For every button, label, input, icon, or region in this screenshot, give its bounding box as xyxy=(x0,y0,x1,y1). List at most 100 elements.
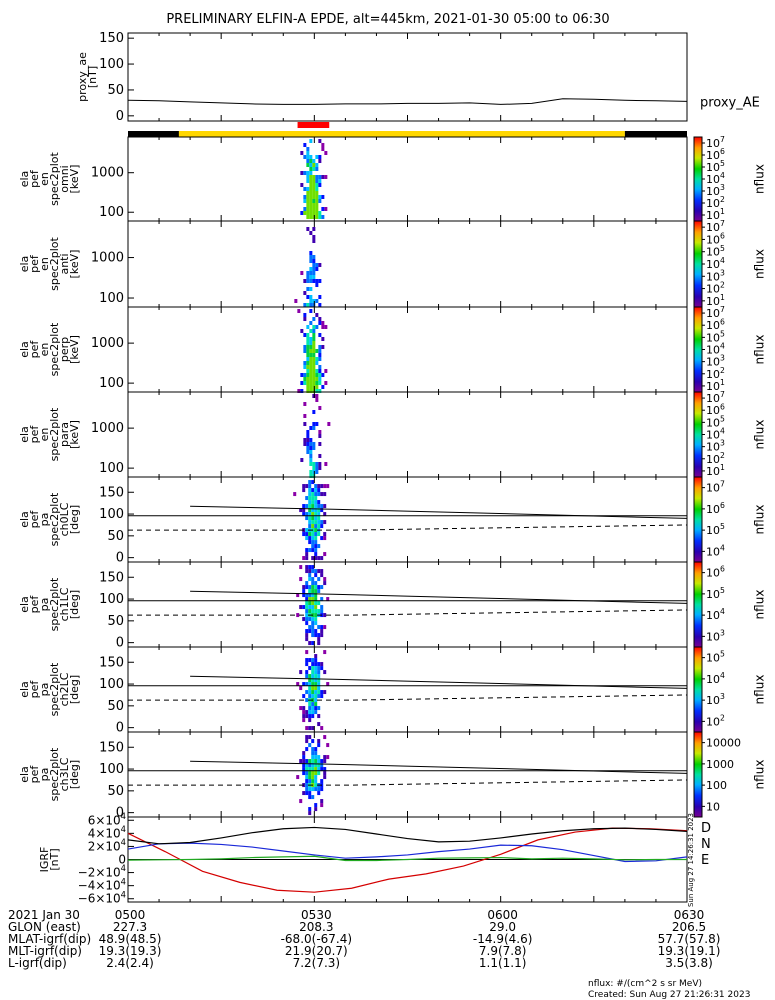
pa-cell xyxy=(311,496,315,501)
footer-created: Created: Sun Aug 27 21:26:31 2023 xyxy=(588,990,750,1000)
spectrogram-cell xyxy=(315,373,319,377)
spec-anti-panel: 1001000elapefenspec2plotanti[keV]1071061… xyxy=(18,219,767,308)
pa-cell xyxy=(308,791,312,796)
spectrogram-cell xyxy=(306,159,310,163)
colorbar-label: nflux xyxy=(753,164,767,194)
pa-cell xyxy=(314,609,318,614)
x-column-value: 2.4(2.4) xyxy=(106,956,154,970)
pa-cell xyxy=(311,686,315,691)
pa-cell xyxy=(314,536,318,541)
x-column-value: 21.9(20.7) xyxy=(285,944,348,958)
spectrogram-cell xyxy=(297,309,301,313)
spectrogram-cell xyxy=(309,426,313,430)
pa-cell xyxy=(320,803,324,808)
pa-cell xyxy=(314,540,318,545)
spec-perp-frame xyxy=(127,306,688,393)
y-tick-label: 50 xyxy=(107,83,124,98)
pa-cell xyxy=(314,662,318,667)
pa-cell xyxy=(311,480,315,485)
pa-cell xyxy=(305,662,309,667)
pa-cell xyxy=(323,759,327,764)
spectrogram-cell xyxy=(309,231,313,235)
pa-cell xyxy=(308,496,312,501)
pa-cell xyxy=(311,666,315,671)
x-column-value: 206.5 xyxy=(672,920,706,934)
shadow-bar xyxy=(128,131,179,137)
pa-cell xyxy=(317,492,321,497)
pa-cell xyxy=(308,735,312,740)
colorbar-tick-label: 10000 xyxy=(706,737,741,750)
pa-cell xyxy=(299,670,303,675)
spectrogram-cell xyxy=(315,179,319,183)
spectrogram-cell xyxy=(303,171,307,175)
spectrogram-cell xyxy=(321,385,325,389)
pa-cell xyxy=(320,536,324,541)
colorbar-label: nflux xyxy=(753,760,767,790)
pa-cell xyxy=(323,492,327,497)
spectrogram-cell xyxy=(324,381,328,385)
proxy-ae-panel: 0 50 100 150 proxy_ae[nT] proxy_AE xyxy=(76,31,760,124)
pa-cell xyxy=(317,739,321,744)
pa-cell xyxy=(323,755,327,760)
spectrogram-cell xyxy=(309,454,313,458)
pa-cell xyxy=(314,755,318,760)
colorbar-tick-label: 101 xyxy=(706,207,725,222)
pa-cell xyxy=(302,710,306,715)
side-stamp: Sun Aug 27 14:26:31 2023 xyxy=(687,813,695,907)
pa-cell xyxy=(305,779,309,784)
colorbar-tick-label: 107 xyxy=(706,480,725,495)
pa-cell xyxy=(311,779,315,784)
pa-ch2-ylabel-line: pa xyxy=(38,683,51,697)
colorbar-tick-label: 100 xyxy=(706,779,727,792)
pa-cell xyxy=(311,670,315,675)
pa-cell xyxy=(305,767,309,772)
spec-anti-ylabel-line: pef xyxy=(28,254,41,273)
pa-cell xyxy=(314,585,318,590)
igrf-series-E xyxy=(127,855,687,862)
spectrogram-cell xyxy=(312,410,316,414)
igrf-legend-N: N xyxy=(701,837,711,852)
pa-cell xyxy=(317,682,321,687)
pa-cell xyxy=(320,662,324,667)
pa-ch0-ylabel-line: ela xyxy=(18,511,31,528)
pa-cell xyxy=(311,536,315,541)
pa-cell xyxy=(314,500,318,505)
spectrogram-cell xyxy=(303,195,307,199)
spectrogram-cell xyxy=(315,466,319,470)
spectrogram-cell xyxy=(312,446,316,450)
spec-para-frame xyxy=(127,391,688,478)
spectrogram-cell xyxy=(315,175,319,179)
spectrogram-cell xyxy=(324,175,328,179)
spectrogram-cell xyxy=(306,271,310,275)
spectrogram-cell xyxy=(315,187,319,191)
spectrogram-cell xyxy=(318,179,322,183)
pa-cell xyxy=(305,597,309,602)
spectrogram-cell xyxy=(309,191,313,195)
pa-ch3-ylabel-line: [deg] xyxy=(68,760,81,789)
pa-ch3-ylabel-line: ch3LC xyxy=(58,757,71,791)
x-column-value: -68.0(-67.4) xyxy=(281,932,352,946)
pa-cell xyxy=(314,544,318,549)
pa-cell xyxy=(311,540,315,545)
pa-cell xyxy=(320,633,324,638)
pa-cell xyxy=(314,633,318,638)
spectrogram-cell xyxy=(318,295,322,299)
pa-cell xyxy=(311,767,315,772)
pa-cell xyxy=(296,682,300,687)
pa-cell xyxy=(314,613,318,618)
spectrogram-cell xyxy=(312,203,316,207)
spectrogram-cell xyxy=(312,369,316,373)
pa-cell xyxy=(323,771,327,776)
pa-cell xyxy=(311,710,315,715)
spectrogram-cell xyxy=(315,215,319,219)
spectrogram-cell xyxy=(306,361,310,365)
spectrogram-cell xyxy=(309,369,313,373)
loss-cone-upper xyxy=(190,505,688,519)
pa-cell xyxy=(311,694,315,699)
pa-cell xyxy=(311,597,315,602)
pa-cell xyxy=(308,540,312,545)
spectrogram-cell xyxy=(312,271,316,275)
spec-para-ylabel-line: pef xyxy=(28,425,41,444)
spectrogram-cell xyxy=(309,381,313,385)
colorbar xyxy=(693,646,703,733)
